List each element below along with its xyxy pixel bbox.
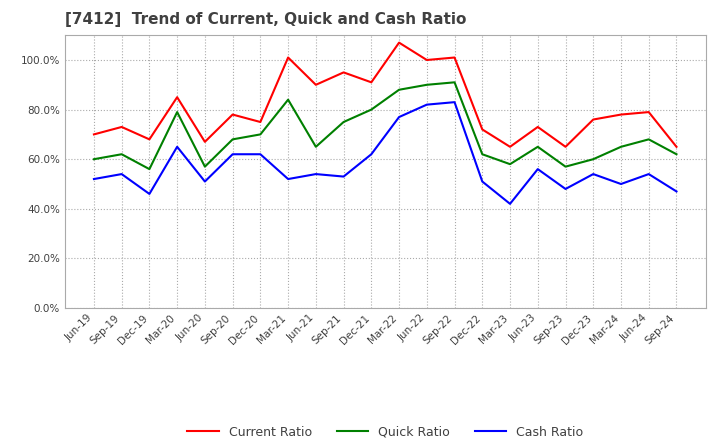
Cash Ratio — [561, 186, 570, 191]
Quick Ratio — [312, 144, 320, 150]
Quick Ratio — [256, 132, 265, 137]
Quick Ratio — [423, 82, 431, 88]
Current Ratio — [312, 82, 320, 88]
Cash Ratio — [312, 172, 320, 177]
Current Ratio — [284, 55, 292, 60]
Cash Ratio — [395, 114, 403, 120]
Cash Ratio — [478, 179, 487, 184]
Line: Current Ratio: Current Ratio — [94, 43, 677, 147]
Current Ratio — [672, 144, 681, 150]
Quick Ratio — [505, 161, 514, 167]
Quick Ratio — [561, 164, 570, 169]
Cash Ratio — [589, 172, 598, 177]
Cash Ratio — [672, 189, 681, 194]
Quick Ratio — [395, 87, 403, 92]
Current Ratio — [89, 132, 98, 137]
Current Ratio — [478, 127, 487, 132]
Cash Ratio — [145, 191, 154, 197]
Quick Ratio — [201, 164, 210, 169]
Current Ratio — [534, 125, 542, 130]
Current Ratio — [505, 144, 514, 150]
Current Ratio — [228, 112, 237, 117]
Cash Ratio — [505, 201, 514, 206]
Current Ratio — [561, 144, 570, 150]
Cash Ratio — [256, 152, 265, 157]
Quick Ratio — [145, 166, 154, 172]
Quick Ratio — [284, 97, 292, 103]
Current Ratio — [117, 125, 126, 130]
Current Ratio — [256, 119, 265, 125]
Cash Ratio — [367, 152, 376, 157]
Quick Ratio — [478, 152, 487, 157]
Current Ratio — [173, 95, 181, 100]
Current Ratio — [644, 110, 653, 115]
Quick Ratio — [534, 144, 542, 150]
Legend: Current Ratio, Quick Ratio, Cash Ratio: Current Ratio, Quick Ratio, Cash Ratio — [182, 421, 588, 440]
Text: [7412]  Trend of Current, Quick and Cash Ratio: [7412] Trend of Current, Quick and Cash … — [65, 12, 466, 27]
Quick Ratio — [173, 110, 181, 115]
Quick Ratio — [339, 119, 348, 125]
Current Ratio — [589, 117, 598, 122]
Current Ratio — [616, 112, 625, 117]
Cash Ratio — [173, 144, 181, 150]
Current Ratio — [339, 70, 348, 75]
Cash Ratio — [89, 176, 98, 182]
Current Ratio — [423, 57, 431, 62]
Cash Ratio — [339, 174, 348, 179]
Cash Ratio — [201, 179, 210, 184]
Cash Ratio — [534, 166, 542, 172]
Cash Ratio — [450, 99, 459, 105]
Current Ratio — [395, 40, 403, 45]
Line: Quick Ratio: Quick Ratio — [94, 82, 677, 169]
Line: Cash Ratio: Cash Ratio — [94, 102, 677, 204]
Quick Ratio — [450, 80, 459, 85]
Cash Ratio — [616, 181, 625, 187]
Quick Ratio — [616, 144, 625, 150]
Cash Ratio — [228, 152, 237, 157]
Cash Ratio — [284, 176, 292, 182]
Quick Ratio — [644, 137, 653, 142]
Cash Ratio — [117, 172, 126, 177]
Quick Ratio — [367, 107, 376, 112]
Quick Ratio — [117, 152, 126, 157]
Quick Ratio — [89, 157, 98, 162]
Current Ratio — [145, 137, 154, 142]
Current Ratio — [201, 139, 210, 144]
Current Ratio — [450, 55, 459, 60]
Quick Ratio — [672, 152, 681, 157]
Quick Ratio — [589, 157, 598, 162]
Current Ratio — [367, 80, 376, 85]
Cash Ratio — [644, 172, 653, 177]
Cash Ratio — [423, 102, 431, 107]
Quick Ratio — [228, 137, 237, 142]
